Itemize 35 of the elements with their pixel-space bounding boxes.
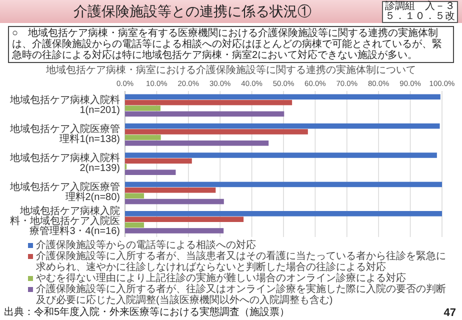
bar <box>125 111 284 117</box>
bar <box>125 94 440 100</box>
chart-subtitle: 地域包括ケア病棟・病室における介護保険施設等に関する連携の実施体制について <box>45 65 417 77</box>
legend-label: 介護保険施設等に入所する者が、当該患者又はその看護に当たっている者から往診を緊急に求められ、速やかに往診しなければならないと判断した場合の往診による対応 <box>36 251 447 273</box>
y-tick-label: 地域包括ケア病棟入院料2(n=139) <box>9 153 120 174</box>
bar <box>125 152 437 158</box>
bar <box>125 134 161 140</box>
y-tick-label: 地域包括ケア病棟入院料1(n=201) <box>9 94 120 116</box>
y-tick-label: 地域包括ケア入院医療管理料1(n=138) <box>9 124 120 145</box>
bar <box>125 222 144 228</box>
bar <box>125 170 176 175</box>
chart-title: 介護保険施設等との連携に係る状況① <box>72 3 312 21</box>
legend-label: やむを得ない理由により上記往診の実施が難しい場合のオンライン診療による対応 <box>36 273 406 284</box>
source-note: 出典：令和5年度入院・外来医療等における実態調査（施設票） <box>4 307 290 319</box>
y-tick-label: 地域包括ケア入院医療管理料2(n=80) <box>9 182 120 204</box>
bar <box>125 198 224 204</box>
text: ５．１０．５改 <box>385 11 455 22</box>
bar <box>125 100 292 106</box>
text: ○ 地域包括ケア病棟・病室を有する医療機関における介護保険施設等に関する連携の実施体制は、介護保険施設からの電話等による相談への対応はほとんどの病棟で可能とされているが、緊急時の往診による対応は特に地域包括ケア病棟・病室2において対応できない施設が多い。 <box>8 26 454 63</box>
bar <box>125 123 440 129</box>
y-tick-label: 地域包括ケア病棟入院料・地域包括ケア入院医療管理料3・4(n=16) <box>9 206 120 238</box>
bar <box>125 140 269 146</box>
bar <box>125 193 144 198</box>
text: 診調組 入－３ <box>385 1 455 12</box>
legend-label: 介護保険施設等に入所する者が、往診又はオンライン診療を実施した際に入院の要否の判断及び必要に応じた入院調整(当該医療機関以外への入院調整も含む) <box>36 284 447 306</box>
bar <box>125 216 244 222</box>
bar <box>125 211 442 216</box>
bar <box>125 158 192 164</box>
bar <box>125 228 224 234</box>
legend-label: 介護保険施設等からの電話等による相談への対応 <box>36 240 256 251</box>
bar <box>125 129 308 134</box>
text: 47 <box>444 307 456 319</box>
bar <box>125 188 216 193</box>
bar <box>125 106 161 111</box>
bar <box>125 182 442 188</box>
